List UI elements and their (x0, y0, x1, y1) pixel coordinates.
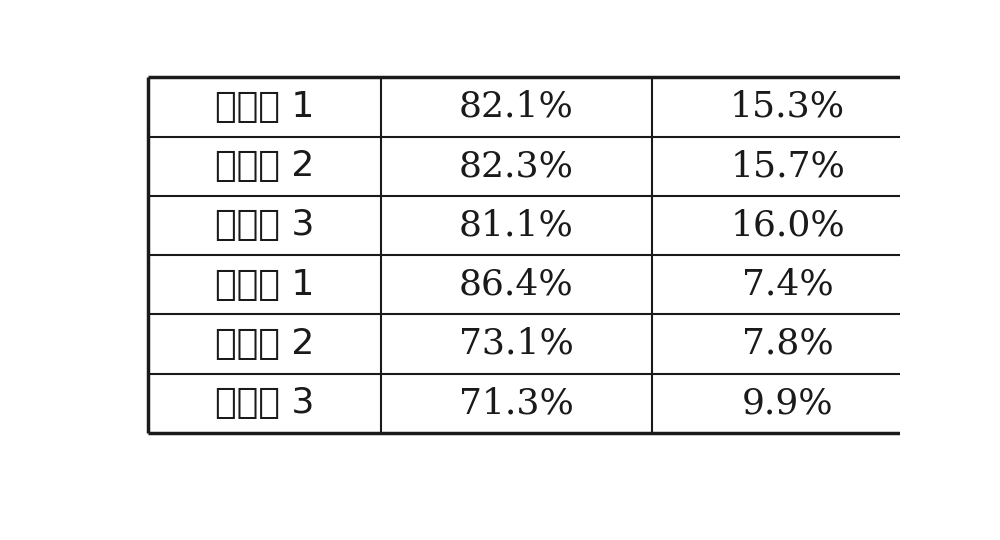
Text: 16.0%: 16.0% (730, 208, 845, 242)
Text: 实施例 1: 实施例 1 (215, 90, 314, 124)
Text: 对比例 1: 对比例 1 (215, 268, 314, 302)
Text: 86.4%: 86.4% (459, 268, 574, 302)
Text: 71.3%: 71.3% (459, 386, 574, 420)
Text: 15.3%: 15.3% (730, 90, 845, 124)
Text: 7.4%: 7.4% (742, 268, 833, 302)
Text: 对比例 2: 对比例 2 (215, 327, 314, 361)
Text: 9.9%: 9.9% (742, 386, 833, 420)
Text: 实施例 2: 实施例 2 (215, 149, 314, 183)
Text: 81.1%: 81.1% (459, 208, 574, 242)
Text: 82.3%: 82.3% (459, 149, 574, 183)
Text: 73.1%: 73.1% (459, 327, 574, 361)
Text: 7.8%: 7.8% (742, 327, 833, 361)
Text: 实施例 3: 实施例 3 (215, 208, 314, 242)
Text: 对比例 3: 对比例 3 (215, 386, 314, 420)
Text: 15.7%: 15.7% (730, 149, 845, 183)
Text: 82.1%: 82.1% (459, 90, 574, 124)
